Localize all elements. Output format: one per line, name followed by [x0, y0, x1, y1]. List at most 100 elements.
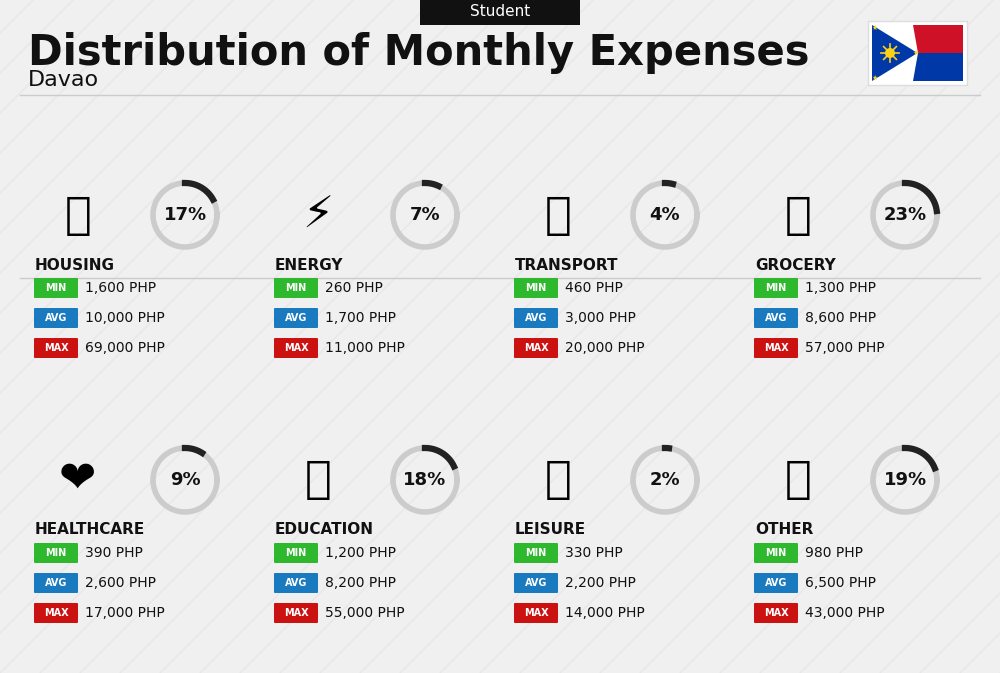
FancyBboxPatch shape: [754, 603, 798, 623]
Text: MAX: MAX: [764, 343, 788, 353]
FancyBboxPatch shape: [754, 278, 798, 298]
FancyBboxPatch shape: [420, 0, 580, 25]
Polygon shape: [872, 25, 918, 81]
Text: 55,000 PHP: 55,000 PHP: [325, 606, 405, 620]
Polygon shape: [912, 53, 963, 81]
Text: 69,000 PHP: 69,000 PHP: [85, 341, 165, 355]
FancyBboxPatch shape: [34, 573, 78, 593]
Text: 1,200 PHP: 1,200 PHP: [325, 546, 396, 560]
Text: 1,600 PHP: 1,600 PHP: [85, 281, 156, 295]
Text: Distribution of Monthly Expenses: Distribution of Monthly Expenses: [28, 32, 810, 74]
Text: 57,000 PHP: 57,000 PHP: [805, 341, 885, 355]
Text: HEALTHCARE: HEALTHCARE: [35, 522, 145, 538]
Text: 1,700 PHP: 1,700 PHP: [325, 311, 396, 325]
Text: 🛍️: 🛍️: [545, 458, 571, 501]
FancyBboxPatch shape: [514, 573, 558, 593]
Text: MAX: MAX: [524, 608, 548, 618]
Text: ⚡: ⚡: [302, 194, 334, 236]
Text: 14,000 PHP: 14,000 PHP: [565, 606, 645, 620]
Text: 330 PHP: 330 PHP: [565, 546, 623, 560]
FancyBboxPatch shape: [754, 338, 798, 358]
Text: 🎓: 🎓: [305, 458, 331, 501]
Text: HOUSING: HOUSING: [35, 258, 115, 273]
Text: MIN: MIN: [765, 548, 787, 558]
Text: Davao: Davao: [28, 70, 99, 90]
Text: 11,000 PHP: 11,000 PHP: [325, 341, 405, 355]
Text: AVG: AVG: [765, 578, 787, 588]
Polygon shape: [912, 25, 963, 53]
Text: 8,200 PHP: 8,200 PHP: [325, 576, 396, 590]
FancyBboxPatch shape: [274, 308, 318, 328]
Text: 18%: 18%: [403, 471, 447, 489]
FancyBboxPatch shape: [274, 278, 318, 298]
Text: 260 PHP: 260 PHP: [325, 281, 383, 295]
Text: 🏢: 🏢: [65, 194, 91, 236]
FancyBboxPatch shape: [34, 543, 78, 563]
Text: EDUCATION: EDUCATION: [275, 522, 374, 538]
Text: ❤️: ❤️: [59, 458, 97, 501]
Text: 390 PHP: 390 PHP: [85, 546, 143, 560]
Text: 4%: 4%: [650, 206, 680, 224]
Text: MIN: MIN: [285, 548, 307, 558]
Text: ENERGY: ENERGY: [275, 258, 344, 273]
Text: 💰: 💰: [785, 458, 811, 501]
Text: MIN: MIN: [765, 283, 787, 293]
Text: MAX: MAX: [284, 343, 308, 353]
FancyBboxPatch shape: [34, 278, 78, 298]
FancyBboxPatch shape: [514, 603, 558, 623]
FancyBboxPatch shape: [34, 603, 78, 623]
FancyBboxPatch shape: [274, 543, 318, 563]
Text: 2,600 PHP: 2,600 PHP: [85, 576, 156, 590]
Text: 9%: 9%: [170, 471, 200, 489]
Text: 6,500 PHP: 6,500 PHP: [805, 576, 876, 590]
FancyBboxPatch shape: [514, 278, 558, 298]
Text: ★: ★: [872, 75, 878, 81]
FancyBboxPatch shape: [868, 21, 967, 85]
Text: 2%: 2%: [650, 471, 680, 489]
FancyBboxPatch shape: [754, 543, 798, 563]
Text: AVG: AVG: [45, 578, 67, 588]
Text: GROCERY: GROCERY: [755, 258, 836, 273]
Text: AVG: AVG: [525, 313, 547, 323]
Text: MAX: MAX: [44, 608, 68, 618]
Text: 🚌: 🚌: [545, 194, 571, 236]
Text: TRANSPORT: TRANSPORT: [515, 258, 618, 273]
Text: AVG: AVG: [525, 578, 547, 588]
Text: 10,000 PHP: 10,000 PHP: [85, 311, 165, 325]
Text: MIN: MIN: [525, 548, 547, 558]
Text: Student: Student: [470, 3, 530, 18]
Text: 3,000 PHP: 3,000 PHP: [565, 311, 636, 325]
Text: 7%: 7%: [410, 206, 440, 224]
Text: MAX: MAX: [764, 608, 788, 618]
Text: MIN: MIN: [45, 283, 67, 293]
Text: LEISURE: LEISURE: [515, 522, 586, 538]
Text: AVG: AVG: [765, 313, 787, 323]
FancyBboxPatch shape: [514, 338, 558, 358]
Text: 17%: 17%: [163, 206, 207, 224]
Text: AVG: AVG: [45, 313, 67, 323]
FancyBboxPatch shape: [274, 338, 318, 358]
Text: 🛒: 🛒: [785, 194, 811, 236]
FancyBboxPatch shape: [274, 603, 318, 623]
Text: MAX: MAX: [284, 608, 308, 618]
Text: OTHER: OTHER: [755, 522, 813, 538]
FancyBboxPatch shape: [34, 308, 78, 328]
Text: 23%: 23%: [883, 206, 927, 224]
FancyBboxPatch shape: [514, 543, 558, 563]
Text: MIN: MIN: [285, 283, 307, 293]
Text: 17,000 PHP: 17,000 PHP: [85, 606, 165, 620]
Text: 2,200 PHP: 2,200 PHP: [565, 576, 636, 590]
Text: 460 PHP: 460 PHP: [565, 281, 623, 295]
Text: 43,000 PHP: 43,000 PHP: [805, 606, 885, 620]
FancyBboxPatch shape: [754, 573, 798, 593]
Text: ★: ★: [872, 25, 878, 31]
FancyBboxPatch shape: [274, 573, 318, 593]
Text: ★: ★: [912, 50, 919, 56]
Text: 20,000 PHP: 20,000 PHP: [565, 341, 645, 355]
Text: MIN: MIN: [525, 283, 547, 293]
Text: MAX: MAX: [44, 343, 68, 353]
Text: 980 PHP: 980 PHP: [805, 546, 863, 560]
Text: MAX: MAX: [524, 343, 548, 353]
Circle shape: [885, 48, 895, 58]
FancyBboxPatch shape: [514, 308, 558, 328]
